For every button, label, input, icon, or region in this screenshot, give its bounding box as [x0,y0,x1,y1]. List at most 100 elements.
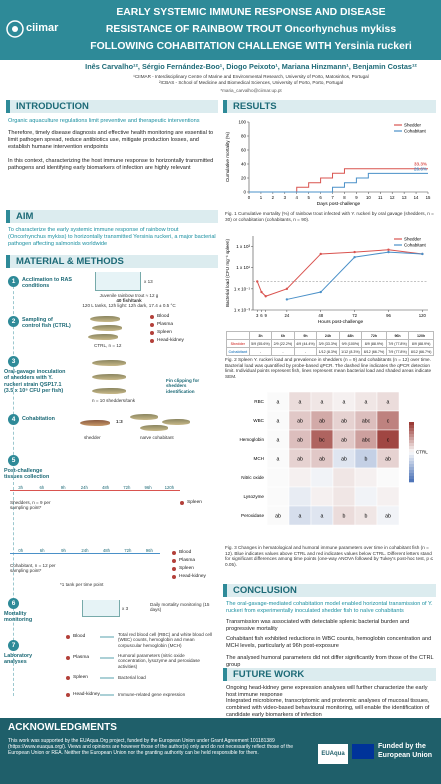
time-point: 6h [31,485,53,491]
note: Juvenile rainbow trout ≈ 12 g [99,293,159,298]
table-cell: 1/12 (8.3%) [316,347,340,356]
x-tick-label: 1 [260,195,263,200]
cell-letter: a [321,399,324,405]
y-tick-label: 1 x 10⁻¹ [234,286,251,291]
legend-label: Shedder [404,123,422,128]
point [264,295,267,298]
x-tick-label: 9 [265,313,268,318]
cell-letter: ab [341,437,347,443]
tank [95,272,141,291]
time-point: 72h [117,548,139,554]
cell-letter: ab [297,456,303,462]
caption: Fig. 3 Changes in hematological and humo… [225,545,433,567]
x-tick-label: 11 [378,195,383,200]
fish [92,360,126,366]
row-header: Cohabitant [226,347,250,356]
legend-label: Cohabitant [404,243,427,248]
x-tick-label: 13 [402,195,407,200]
cell-letter: ab [341,456,347,462]
heat-cell [310,486,334,507]
paragraph: Organic aquaculture regulations limit pr… [8,118,200,124]
x-tick-label: 72 [352,313,357,318]
x-tick-label: 15 [426,195,431,200]
affiliation: ¹CIIMAR - Interdisciplinary Centre of Ma… [133,74,369,79]
header-band [0,0,441,60]
time-point: 72h [116,485,138,491]
time-point: 0h [10,548,32,554]
section-heading: AIM [6,210,218,223]
heat-cell [266,486,290,507]
x-tick-label: 120 [419,313,427,318]
table-cell: 8/9 (88.9%) [361,339,387,348]
paragraph: Integrated microbiome, transcriptomic an… [226,698,430,718]
y-tick-label: 60 [241,148,247,153]
section-heading: FUTURE WORK [223,668,436,681]
note: CTRL, n = 12 [94,343,122,348]
row-label: RBC [254,399,264,404]
y-axis-label: Cumulative mortality (%) [225,132,230,183]
cell-letter: ab [319,418,325,424]
caption: Fig. 2 Spleen Y. ruckeri load and preval… [225,357,432,379]
colorbar-label: CTRL [416,450,428,455]
tissue: Blood [172,550,191,556]
x-tick-label: 0 [248,195,251,200]
time-point: 96h [137,485,159,491]
cell-letter: ab [341,418,347,424]
cell-letter: b [365,456,368,462]
cell-letter: ab [385,513,391,519]
heat-cell [266,467,290,488]
column-header: 72h [361,331,387,340]
table-row: Cohabitant - - -1/12 (8.3%) 1/12 (8.3%) 8/12 … [226,347,434,356]
table-cell: 7/9 (77.8%) [385,347,410,356]
step-title: Acclimation to RAS conditions [22,277,73,290]
point [387,250,390,254]
legend-label: Shedder [404,237,422,242]
heat-cell [354,486,378,507]
colorbar-step [409,446,414,450]
cell-letter: a [277,399,280,405]
step-title: Post-challenge tissues collection [4,468,50,481]
circle [12,26,18,32]
colorbar-step [409,455,414,459]
note: 120 L tanks, 12h light: 12h dark, 17.4 ±… [82,303,176,308]
ack-text: This work was supported by the EUAqua.Or… [8,738,294,757]
cell-letter: ab [275,513,281,519]
heat-cell [376,486,400,507]
heat-cell [310,467,334,488]
note: *1 tank per time point [60,582,104,587]
logo: ciimar [6,16,58,42]
fish [162,419,190,425]
colorbar-step [409,464,414,468]
fish [80,420,110,426]
table-cell: 7/9 (77.8%) [385,339,410,348]
cohabitant-timeline: 0h 6h 9h 24h 48h 72h 96h [10,548,160,562]
cell-letter: b [365,513,368,519]
section-heading: CONCLUSION [223,584,436,597]
colorbar-step [409,449,414,453]
note: n = 10 shedders/tank [92,398,136,403]
time-point: 24h [73,485,95,491]
series-line [249,172,428,193]
time-point: 96h [138,548,160,554]
note: Shedders, n = 9 per sampling point* [10,500,51,511]
x-tick-label: 2 [272,195,275,200]
analysis-result: Humoral parameters (nitric oxide concent… [118,653,200,669]
fish [92,374,126,380]
x-tick-label: 4 [296,195,299,200]
euaqua-logo: EUAqua [318,744,348,764]
heat-cell [376,505,400,526]
cell-letter: a [387,399,390,405]
y-tick-label: 40 [241,162,247,167]
cell-letter: c [387,418,390,424]
analysis-result: Total red blood cell (RBC) and white blo… [118,632,212,648]
point [319,290,322,294]
paragraph: The analysed humoral parameters did not … [226,655,434,668]
column-header: 120h [408,331,434,340]
table-row: Shedder 5/9 (55.6%) 2/9 (22.2%) 4/9 (44.4%)… [226,339,434,348]
authors: Inês Carvalho¹², Sérgio Fernández-Boo¹, … [85,62,417,71]
x-tick-label: 8 [343,195,346,200]
colorbar-step [409,428,414,432]
cell-letter: a [343,399,346,405]
email: *maria_carvalho@ciimar.up.pt [220,88,282,93]
heat-cell [288,467,312,488]
